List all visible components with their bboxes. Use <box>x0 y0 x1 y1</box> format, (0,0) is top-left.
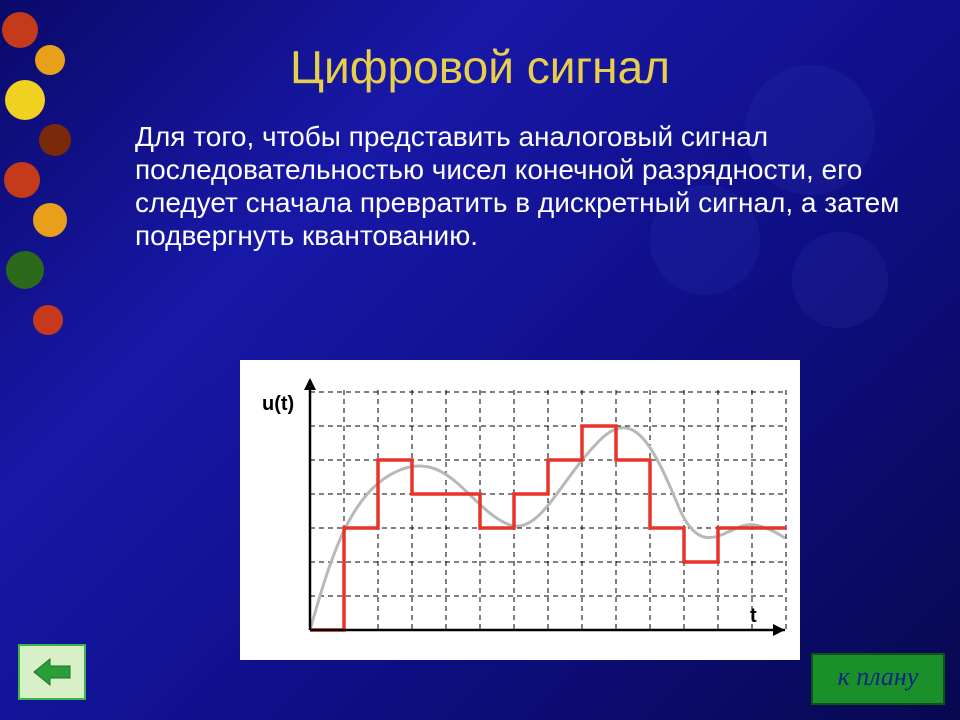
slide: Цифровой сигнал Для того, чтобы представ… <box>0 0 960 720</box>
svg-text:u(t): u(t) <box>262 393 294 415</box>
svg-text:t: t <box>750 605 757 627</box>
back-button[interactable] <box>18 644 86 700</box>
quantization-chart: u(t) t <box>240 360 800 660</box>
slide-title: Цифровой сигнал <box>0 40 960 94</box>
plan-button[interactable]: к плану <box>811 653 945 705</box>
slide-body-text: Для того, чтобы представить аналоговый с… <box>135 120 900 252</box>
arrow-left-icon <box>32 657 72 687</box>
